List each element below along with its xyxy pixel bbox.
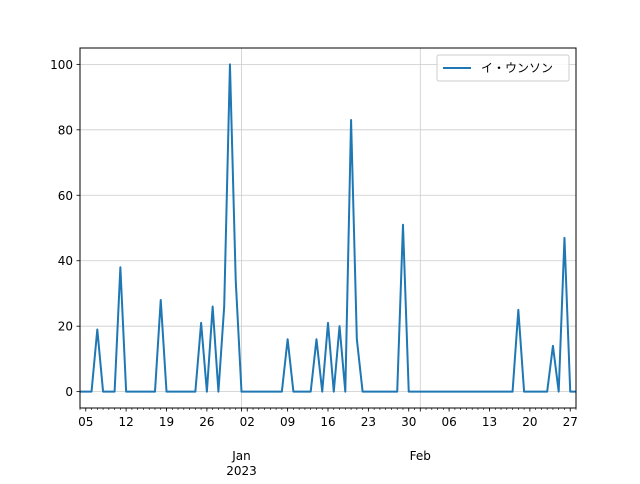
x-tick-label: 27 [563,415,578,429]
y-axis: 0 20 40 60 80 100 [50,58,80,399]
legend: イ・ウンソン [437,55,569,81]
y-tick-label: 60 [58,189,73,203]
y-tick-label: 80 [58,123,73,137]
y-tick-label: 100 [50,58,73,72]
x-month-label: Jan [231,449,251,463]
legend-label: イ・ウンソン [481,61,553,75]
x-month-label: Feb [410,449,431,463]
x-tick-label: 12 [118,415,133,429]
x-tick-label: 05 [78,415,93,429]
x-tick-label: 16 [320,415,335,429]
y-tick-label: 0 [65,385,73,399]
series-line [80,64,576,391]
x-tick-label: 23 [361,415,376,429]
x-tick-label: 26 [199,415,214,429]
y-tick-label: 20 [58,320,73,334]
x-year-label: 2023 [226,464,257,478]
x-tick-label: 02 [240,415,255,429]
x-tick-label: 13 [482,415,497,429]
x-tick-label: 20 [522,415,537,429]
x-tick-label: 09 [280,415,295,429]
series-layer [80,64,576,391]
x-tick-label: 19 [159,415,174,429]
y-tick-label: 40 [58,254,73,268]
x-tick-label: 06 [441,415,456,429]
x-tick-label: 30 [401,415,416,429]
plot-frame [80,48,576,408]
grid [80,48,576,408]
